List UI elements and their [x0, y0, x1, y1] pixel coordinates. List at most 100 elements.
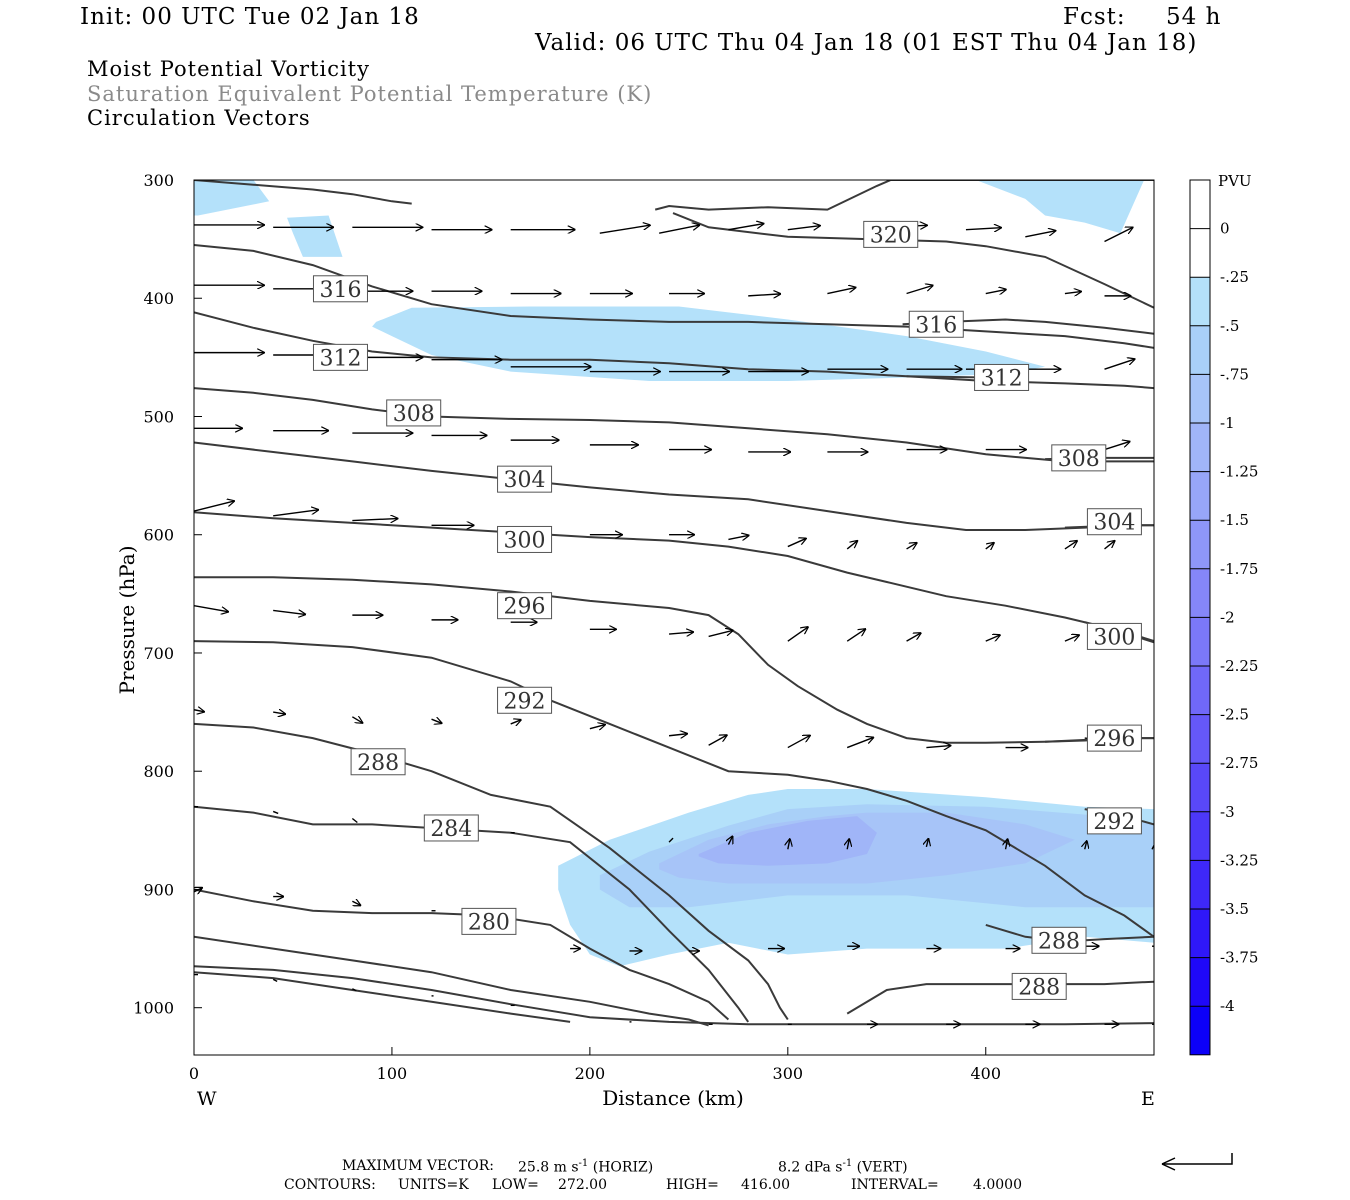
circulation-vector — [787, 627, 808, 642]
contour-label-layer: 320 316 316 312 312 308 308 304 304 300 300 296 296 2… — [312, 220, 1142, 1000]
max-horiz-exponent: -1 — [578, 1158, 589, 1169]
circulation-vector — [351, 817, 358, 824]
circulation-vector — [194, 604, 228, 612]
theta-contour-288 — [846, 980, 1154, 1015]
contour-label-box-320 — [863, 220, 919, 248]
contour-label-316: 316 — [319, 278, 361, 303]
forecast-label: Fcst: — [1063, 4, 1126, 30]
circulation-vector — [985, 290, 1006, 294]
colorbar-swatch — [1190, 763, 1210, 812]
max-horiz-value: 25.8 m s-1 (HORIZ) — [518, 1158, 653, 1176]
circulation-vector — [1104, 359, 1135, 370]
colorbar-label: -.5 — [1220, 317, 1239, 335]
circulation-vector — [659, 225, 699, 234]
x-axis-title: Distance (km) — [602, 1086, 744, 1110]
contour-label-292: 292 — [1093, 810, 1135, 835]
colorbar-label: -2.5 — [1220, 706, 1249, 724]
y-tick-label-400: 400 — [143, 289, 174, 308]
circulation-vector — [194, 710, 204, 712]
contour-label-box-316 — [312, 275, 368, 303]
x-tick-label-400: 400 — [970, 1064, 1001, 1083]
contours-units: UNITS=K — [398, 1177, 469, 1193]
contour-label-284: 284 — [430, 817, 472, 842]
circulation-vector — [926, 746, 950, 748]
theta-contour-320 — [672, 212, 1154, 309]
circulation-vector — [728, 535, 748, 539]
contour-label-288: 288 — [357, 751, 399, 776]
circulation-vector — [906, 633, 921, 642]
colorbar-unit: PVU — [1218, 172, 1252, 190]
circulation-vector — [1006, 839, 1008, 850]
colorbar-label: -4 — [1220, 997, 1235, 1015]
circulation-vector — [1064, 541, 1077, 550]
contour-label-box-280 — [461, 907, 517, 935]
contour-label-288: 288 — [1038, 929, 1080, 954]
colorbar-swatch — [1190, 617, 1210, 666]
circulation-vector — [708, 630, 733, 638]
circulation-vector — [787, 539, 806, 548]
y-tick-label-800: 800 — [143, 762, 174, 781]
contours-interval-label: INTERVAL= — [851, 1177, 939, 1193]
circulation-vector — [273, 712, 285, 714]
theta-contour-288 — [194, 722, 789, 1021]
colorbar-label: -3.5 — [1220, 900, 1249, 918]
circulation-vector — [728, 837, 732, 845]
pv-shading-layer — [194, 180, 1154, 967]
circulation-vector — [787, 226, 820, 230]
y-tick-label-1000: 1000 — [133, 999, 174, 1018]
circulation-vector — [273, 610, 305, 614]
contour-label-box-288 — [1031, 926, 1087, 954]
colorbar-label: -3 — [1220, 803, 1235, 821]
theta-contour-312 — [906, 375, 986, 379]
contour-label-box-308 — [386, 399, 442, 427]
colorbar-swatch — [1190, 228, 1210, 278]
contour-label-320: 320 — [870, 223, 912, 248]
axis-layer: 0 100 200 300 400 300 400 500 600 700 800 900 1000 — [133, 171, 1001, 1083]
max-horiz-number: 25.8 m s — [518, 1159, 579, 1176]
x-tick-label-100: 100 — [377, 1064, 408, 1083]
valid-time: Valid: 06 UTC Thu 04 Jan 18 (01 EST Thu … — [535, 30, 1198, 56]
contour-label-308: 308 — [1058, 447, 1100, 472]
contour-label-box-288 — [350, 748, 406, 776]
circulation-vector — [599, 225, 650, 234]
colorbar-label: -3.25 — [1220, 851, 1258, 869]
pv-shade-0 — [194, 180, 270, 216]
plot-frame — [193, 179, 1155, 1056]
contours-low-label: LOW= — [492, 1177, 539, 1193]
colorbar-swatch — [1190, 374, 1210, 423]
contour-label-288: 288 — [1018, 975, 1060, 1000]
colorbar-swatch — [1190, 909, 1210, 958]
colorbar-label: 0 — [1220, 220, 1230, 238]
circulation-vector — [965, 228, 1001, 230]
circulation-vector — [748, 294, 780, 296]
circulation-vector-layer — [194, 224, 1154, 1025]
contour-label-box-300 — [497, 525, 553, 553]
colorbar-label: -1.75 — [1220, 560, 1258, 578]
circulation-vector — [1025, 231, 1055, 238]
max-vert-tag: (VERT) — [856, 1159, 908, 1176]
circulation-vector — [352, 901, 360, 905]
contour-label-296: 296 — [1093, 727, 1135, 752]
circulation-vector — [1104, 541, 1115, 550]
y-tick-label-700: 700 — [143, 644, 174, 663]
colorbar-label: -.25 — [1220, 268, 1249, 286]
circulation-vector — [272, 978, 278, 982]
colorbar-swatch — [1190, 666, 1210, 715]
circulation-vector — [194, 501, 234, 512]
colorbar-label: -.75 — [1220, 365, 1249, 383]
contour-label-308: 308 — [393, 402, 435, 427]
circulation-vector — [352, 519, 397, 521]
contour-label-box-312 — [974, 363, 1030, 391]
circulation-vector — [668, 734, 687, 736]
max-vector-label: MAXIMUM VECTOR: — [342, 1158, 494, 1174]
colorbar-swatch — [1190, 714, 1210, 764]
colorbar-swatch — [1190, 860, 1210, 909]
theta-contour-292 — [194, 640, 1154, 938]
circulation-vector — [985, 543, 994, 549]
circulation-vector — [272, 810, 279, 815]
east-label: E — [1141, 1088, 1155, 1110]
circulation-vector — [985, 635, 1000, 642]
circulation-vector — [1064, 292, 1081, 294]
circulation-vector — [846, 629, 865, 642]
contour-label-296: 296 — [504, 595, 546, 620]
